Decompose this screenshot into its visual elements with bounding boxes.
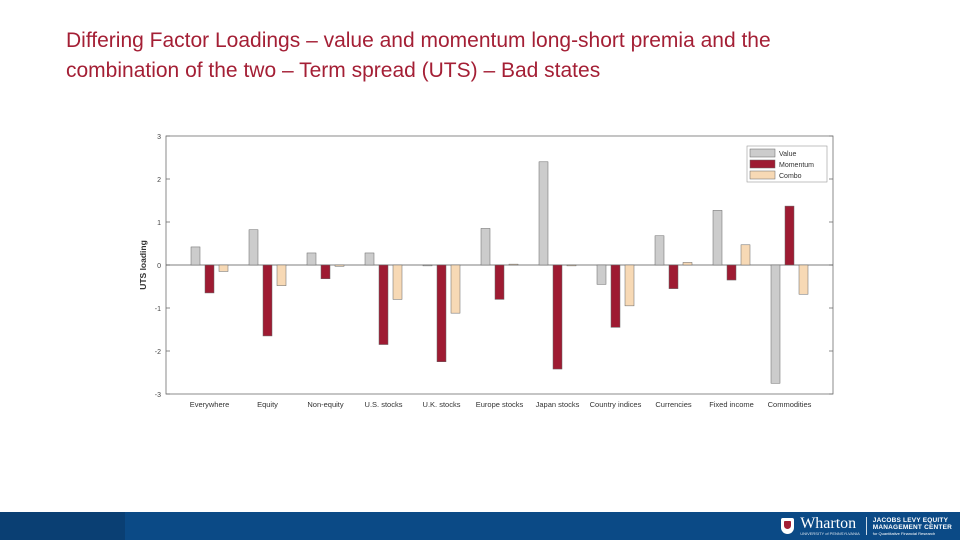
bar-momentum <box>610 264 621 328</box>
wharton-wordmark: Wharton UNIVERSITY of PENNSYLVANIA <box>800 515 860 537</box>
x-tick-label: Everywhere <box>190 400 230 409</box>
center-name: JACOBS LEVY EQUITY MANAGEMENT CENTER for… <box>873 517 952 536</box>
bar-combo <box>740 244 751 266</box>
footer-accent <box>0 512 125 540</box>
bar-momentum <box>436 264 447 362</box>
wharton-logo: Wharton UNIVERSITY of PENNSYLVANIA JACOB… <box>781 515 952 537</box>
center-name-line-3: for Quantitative Financial Research <box>872 530 936 536</box>
upenn-subtext: UNIVERSITY of PENNSYLVANIA <box>800 531 860 536</box>
x-tick-label: Fixed income <box>709 400 754 409</box>
legend-label-combo: Combo <box>779 173 802 180</box>
y-tick-label: 3 <box>157 134 161 141</box>
bar-combo <box>508 263 519 266</box>
bar-momentum <box>552 264 563 370</box>
logo-divider <box>865 517 867 535</box>
x-tick-label: Japan stocks <box>536 400 580 409</box>
penn-shield-icon <box>781 518 795 534</box>
bar-combo <box>218 264 229 272</box>
bar-combo <box>624 264 635 307</box>
bar-value <box>712 210 723 266</box>
y-tick-label: -2 <box>155 349 161 356</box>
bar-momentum <box>262 264 273 337</box>
bar-combo <box>392 264 403 300</box>
y-tick-label: 1 <box>157 220 161 227</box>
bar-momentum <box>784 205 795 266</box>
center-name-line-1: JACOBS LEVY EQUITY <box>872 516 949 524</box>
bar-combo <box>682 262 693 266</box>
bar-value <box>364 252 375 266</box>
bar-value <box>248 229 259 266</box>
bar-value <box>654 235 665 266</box>
bar-combo <box>334 264 345 267</box>
slide-title: Differing Factor Loadings – value and mo… <box>66 26 906 86</box>
x-tick-label: Equity <box>257 400 278 409</box>
bar-momentum <box>378 264 389 345</box>
slide-title-line-1: Differing Factor Loadings – value and mo… <box>66 29 771 52</box>
bar-combo <box>566 264 577 267</box>
bar-value <box>770 264 781 384</box>
wharton-wordmark-text: Wharton <box>800 515 857 532</box>
x-tick-label: Non-equity <box>307 400 344 409</box>
y-tick-label: -1 <box>155 306 161 313</box>
x-tick-label: U.K. stocks <box>423 400 461 409</box>
x-tick-label: Currencies <box>655 400 692 409</box>
legend-label-momentum: Momentum <box>779 162 814 169</box>
legend-swatch-combo <box>749 170 776 180</box>
slide-title-line-2: combination of the two – Term spread (UT… <box>66 59 601 82</box>
x-tick-label: U.S. stocks <box>365 400 403 409</box>
bar-value <box>538 161 549 266</box>
legend-swatch-value <box>749 148 776 158</box>
y-tick-label: 0 <box>157 263 161 270</box>
bar-momentum <box>726 264 737 281</box>
bar-momentum <box>668 264 679 289</box>
center-name-line-2: MANAGEMENT CENTER <box>872 523 952 531</box>
legend-label-value: Value <box>779 151 796 158</box>
footer-bar: Wharton UNIVERSITY of PENNSYLVANIA JACOB… <box>0 512 960 540</box>
y-axis-label: UTS loading <box>138 240 148 290</box>
bar-combo <box>798 264 809 295</box>
legend-swatch-momentum <box>749 159 776 169</box>
bar-value <box>422 264 433 267</box>
bar-momentum <box>204 264 215 294</box>
bar-momentum <box>320 264 331 280</box>
bar-value <box>596 264 607 285</box>
bar-combo <box>450 264 461 314</box>
bar-value <box>190 246 201 266</box>
x-tick-label: Commodities <box>768 400 812 409</box>
x-tick-label: Country indices <box>590 400 642 409</box>
bar-value <box>480 228 491 266</box>
bar-value <box>306 252 317 266</box>
bar-momentum <box>494 264 505 300</box>
x-tick-label: Europe stocks <box>476 400 524 409</box>
y-tick-label: 2 <box>157 177 161 184</box>
bar-combo <box>276 264 287 286</box>
y-tick-label: -3 <box>155 392 161 399</box>
uts-loading-bar-chart: 3 2 1 0 -1 -2 -3 Everywhere Equity Non-equity U.S.… <box>138 134 834 409</box>
